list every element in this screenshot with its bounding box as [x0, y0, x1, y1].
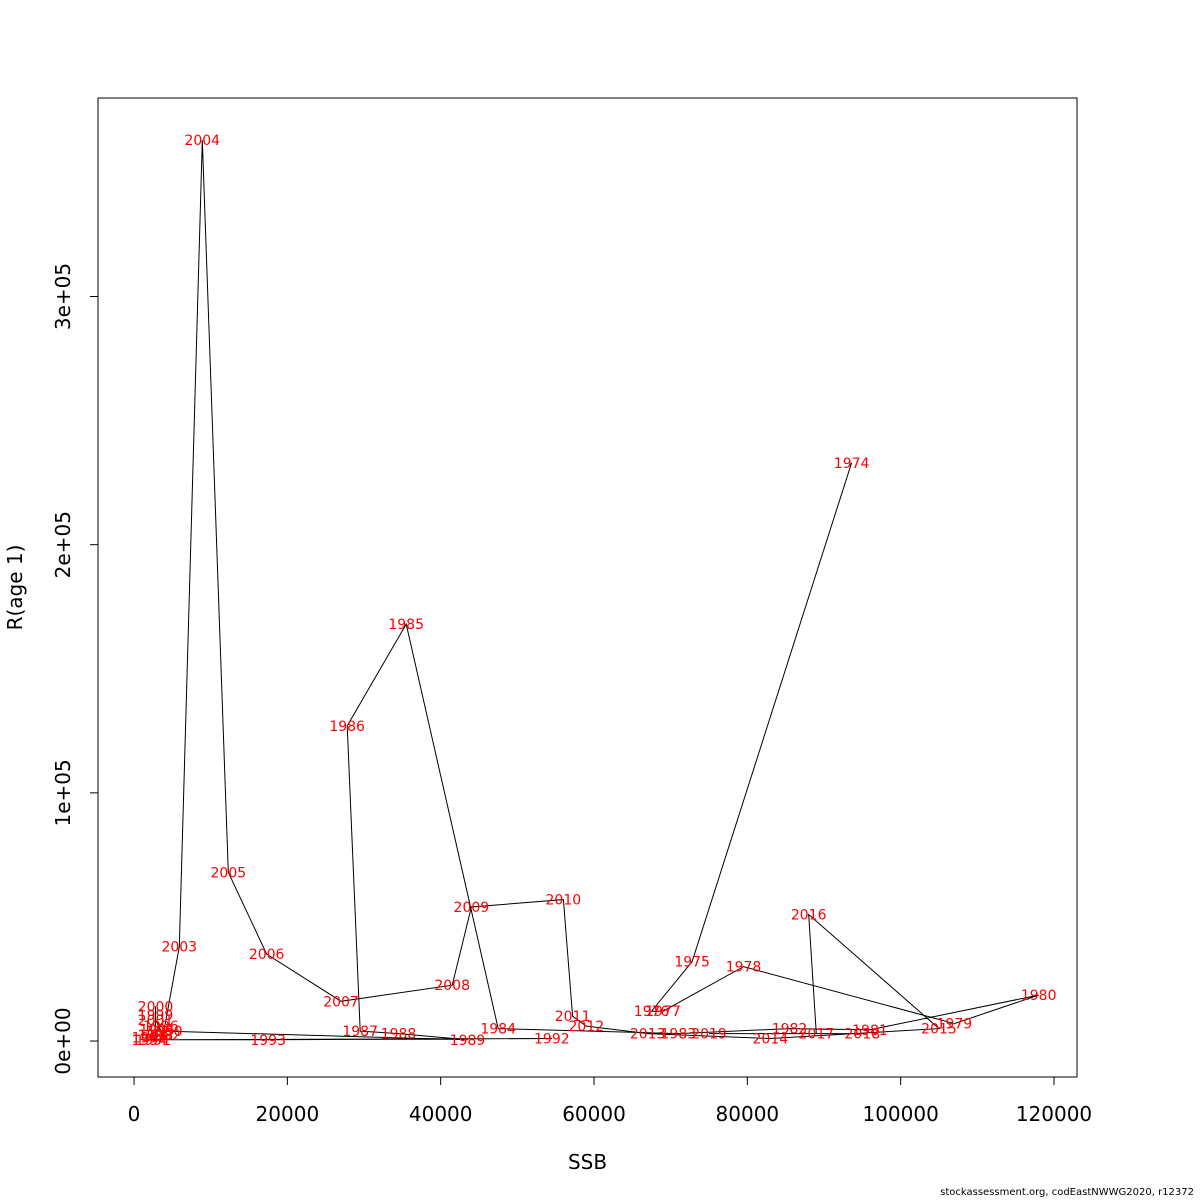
year-label-1986: 1986	[329, 719, 365, 735]
year-label-1975: 1975	[674, 955, 710, 971]
year-label-1997: 1997	[132, 1030, 168, 1046]
year-label-2004: 2004	[184, 133, 220, 149]
year-label-1993: 1993	[250, 1033, 286, 1049]
y-tick-label: 0e+00	[51, 1007, 75, 1074]
plot-frame	[97, 97, 1078, 1078]
year-label-1994: 1994	[132, 1033, 168, 1049]
x-tick-label: 100000	[862, 1102, 938, 1126]
footer-credit: stockassessment.org, codEastNWWG2020, r1…	[940, 1187, 1194, 1198]
year-label-1974: 1974	[834, 456, 870, 472]
x-tick-label: 40000	[409, 1102, 473, 1126]
x-tick-label: 20000	[256, 1102, 320, 1126]
year-label-2001: 2001	[138, 1013, 174, 1029]
year-label-2002: 2002	[145, 1028, 181, 1044]
year-label-1984: 1984	[480, 1022, 516, 1038]
x-axis: 0 20000 40000 60000 80000 100000 120000	[128, 1076, 1092, 1126]
year-label-1983: 1983	[661, 1027, 697, 1043]
year-label-2012: 2012	[569, 1019, 605, 1035]
year-label-2016: 2016	[791, 907, 827, 923]
year-label-1979: 1979	[937, 1017, 973, 1033]
series-line	[148, 140, 1039, 1041]
year-label-1980: 1980	[1021, 988, 1057, 1004]
x-tick-label: 60000	[562, 1102, 626, 1126]
year-label-1992: 1992	[534, 1032, 570, 1048]
year-label-1988: 1988	[381, 1027, 417, 1043]
year-label-2014: 2014	[753, 1032, 789, 1048]
year-label-1998: 1998	[138, 1028, 174, 1044]
x-tick-label: 0	[128, 1102, 141, 1126]
year-label-2019: 2019	[691, 1027, 727, 1043]
year-label-2008: 2008	[434, 978, 470, 994]
year-label-1987: 1987	[342, 1024, 378, 1040]
y-axis: 0e+00 1e+05 2e+05 3e+05	[51, 263, 99, 1075]
year-label-1982: 1982	[772, 1022, 808, 1038]
year-label-1995: 1995	[139, 1023, 175, 1039]
x-tick-label: 120000	[1016, 1102, 1092, 1126]
year-label-1978: 1978	[726, 960, 762, 976]
year-label-2013: 2013	[630, 1027, 666, 1043]
x-axis-title: SSB	[568, 1150, 607, 1174]
year-label-1989: 1989	[450, 1033, 486, 1049]
year-label-1999: 1999	[138, 1008, 174, 1024]
year-label-1996: 1996	[143, 1019, 179, 1035]
year-label-1991: 1991	[135, 1033, 171, 1049]
year-label-2009: 2009	[454, 900, 490, 916]
year-label-1981: 1981	[852, 1023, 888, 1039]
year-label-2005: 2005	[211, 865, 247, 881]
year-label-2017: 2017	[799, 1027, 835, 1043]
year-label-1985: 1985	[388, 617, 424, 633]
year-label-2015: 2015	[921, 1022, 957, 1038]
year-label-2000: 2000	[138, 999, 174, 1015]
y-axis-title: R(age 1)	[3, 545, 27, 631]
y-tick-label: 3e+05	[51, 263, 75, 330]
year-label-2010: 2010	[546, 893, 582, 909]
year-label-2003: 2003	[161, 940, 197, 956]
year-label-2006: 2006	[249, 947, 285, 963]
y-tick-label: 2e+05	[51, 511, 75, 578]
year-label-1977: 1977	[645, 1004, 681, 1020]
year-label-1990: 1990	[147, 1024, 183, 1040]
y-tick-label: 1e+05	[51, 759, 75, 826]
year-label-2007: 2007	[323, 994, 359, 1010]
x-tick-label: 80000	[716, 1102, 780, 1126]
year-label-2011: 2011	[555, 1009, 591, 1025]
year-label-2018: 2018	[845, 1027, 881, 1043]
year-label-1976: 1976	[634, 1004, 670, 1020]
